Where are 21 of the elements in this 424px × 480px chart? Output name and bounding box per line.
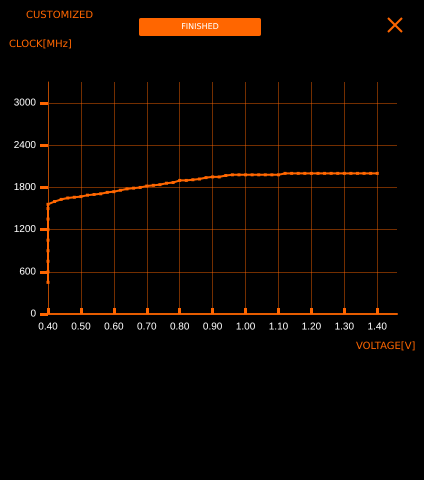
chart-title: CUSTOMIZED: [26, 10, 94, 21]
x-axis-title: VOLTAGE[V]: [356, 341, 416, 352]
x-tick-label: 1.00: [236, 322, 256, 332]
y-tick-label: 3000: [14, 98, 36, 109]
y-tick-label: 2400: [14, 140, 36, 151]
x-tick-label: 0.80: [170, 322, 190, 332]
y-tick-label: 1800: [14, 182, 36, 193]
x-tick-label: 1.30: [334, 322, 354, 332]
x-tick-label: 0.70: [137, 322, 157, 332]
x-tick-label: 1.10: [268, 322, 289, 332]
x-tick-label: 0.90: [202, 322, 223, 332]
y-tick-label: 0: [30, 308, 36, 320]
y-axis-title: CLOCK[MHz]: [9, 39, 72, 50]
x-tick-label: 0.50: [71, 322, 92, 332]
text: FINISHED: [139, 18, 261, 36]
x-tick-label: 1.40: [368, 322, 388, 332]
x-tick-label: 0.40: [38, 322, 58, 332]
y-tick-label: 1200: [14, 224, 36, 236]
y-tick-label: 600: [19, 266, 36, 278]
x-tick-label: 1.20: [302, 322, 322, 332]
x-tick-label: 0.60: [104, 322, 124, 332]
